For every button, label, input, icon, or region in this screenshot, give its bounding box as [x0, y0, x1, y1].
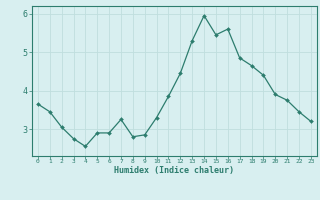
- X-axis label: Humidex (Indice chaleur): Humidex (Indice chaleur): [115, 166, 234, 175]
